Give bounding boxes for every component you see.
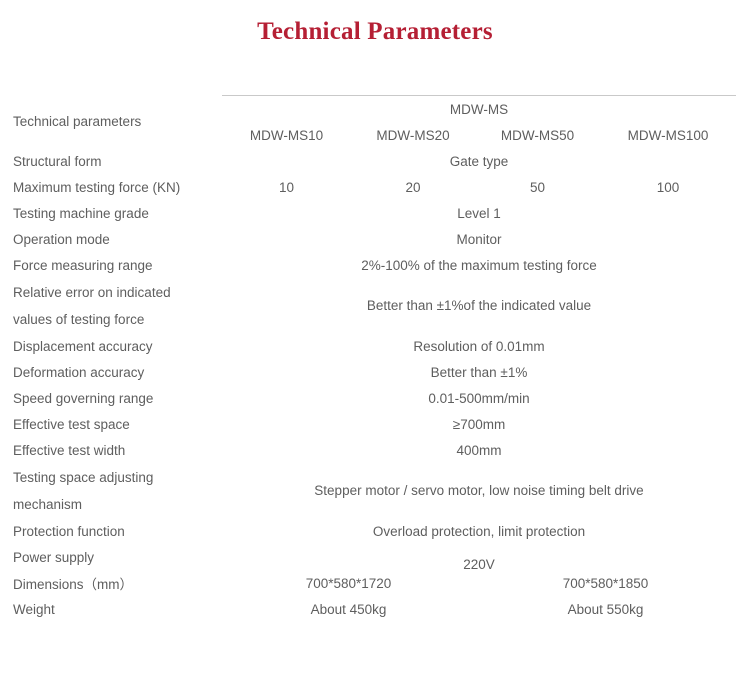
column-gap bbox=[209, 544, 222, 570]
table-row: Testing space adjusting mechanism Steppe… bbox=[13, 463, 736, 518]
column-gap bbox=[209, 411, 222, 437]
row-value-effective-test-width: 400mm bbox=[456, 442, 502, 458]
column-gap bbox=[209, 148, 222, 174]
row-value-deformation-accuracy: Better than ±1% bbox=[430, 364, 528, 380]
row-label-mechanism-line2: mechanism bbox=[13, 496, 83, 512]
column-gap bbox=[209, 174, 222, 200]
row-value-speed-governing-range: 0.01-500mm/min bbox=[428, 390, 530, 406]
row-label-force-measuring-range: Force measuring range bbox=[13, 257, 153, 273]
row-value-force-1: 10 bbox=[278, 179, 295, 195]
column-gap bbox=[209, 278, 222, 333]
table-header-series-row: Technical parameters MDW-MS bbox=[13, 95, 736, 129]
table-row: Force measuring range 2%-100% of the max… bbox=[13, 252, 736, 278]
column-gap bbox=[209, 226, 222, 252]
table-row: Protection function Overload protection,… bbox=[13, 518, 736, 544]
table-header-model-1: MDW-MS10 bbox=[249, 127, 324, 143]
row-label-power-supply: Power supply bbox=[13, 549, 95, 565]
row-value-dimensions-1: 700*580*1720 bbox=[305, 575, 392, 591]
column-gap bbox=[209, 570, 222, 596]
row-value-relative-error: Better than ±1%of the indicated value bbox=[366, 298, 592, 313]
row-value-force-4: 100 bbox=[656, 179, 680, 195]
row-value-dimensions-2: 700*580*1850 bbox=[562, 575, 649, 591]
table-row: Weight About 450kg About 550kg bbox=[13, 596, 736, 622]
row-label-mechanism-line1: Testing space adjusting bbox=[13, 469, 154, 485]
column-gap bbox=[209, 200, 222, 226]
column-gap bbox=[209, 385, 222, 411]
row-label-speed-governing-range: Speed governing range bbox=[13, 390, 154, 406]
column-gap bbox=[209, 96, 222, 149]
table-header-label: Technical parameters bbox=[13, 114, 142, 130]
row-label-effective-test-space: Effective test space bbox=[13, 416, 130, 432]
table-row: Structural form Gate type bbox=[13, 148, 736, 174]
row-value-effective-test-space: ≥700mm bbox=[452, 416, 506, 432]
table-row: Speed governing range 0.01-500mm/min bbox=[13, 385, 736, 411]
column-gap bbox=[209, 437, 222, 463]
row-value-force-measuring-range: 2%-100% of the maximum testing force bbox=[361, 257, 597, 273]
row-label-relative-error: Relative error on indicated values of te… bbox=[13, 278, 209, 333]
row-value-force-2: 20 bbox=[405, 179, 421, 195]
row-label-protection-function: Protection function bbox=[13, 523, 125, 539]
row-label-operation-mode: Operation mode bbox=[13, 231, 110, 247]
table-row: Effective test width 400mm bbox=[13, 437, 736, 463]
row-value-weight-1: About 450kg bbox=[310, 601, 387, 617]
row-label-displacement-accuracy: Displacement accuracy bbox=[13, 338, 153, 354]
row-value-displacement-accuracy: Resolution of 0.01mm bbox=[413, 338, 545, 354]
table-row: Dimensions（mm） 700*580*1720 700*580*1850 bbox=[13, 570, 736, 596]
table-header-model-2: MDW-MS20 bbox=[376, 127, 450, 143]
table-row: Maximum testing force (KN) 10 20 50 100 bbox=[13, 174, 736, 200]
row-label-deformation-accuracy: Deformation accuracy bbox=[13, 364, 145, 380]
column-gap bbox=[209, 252, 222, 278]
table-row: Testing machine grade Level 1 bbox=[13, 200, 736, 226]
column-gap bbox=[209, 596, 222, 622]
table-row: Deformation accuracy Better than ±1% bbox=[13, 359, 736, 385]
row-value-structural-form: Gate type bbox=[449, 153, 509, 169]
row-value-protection-function: Overload protection, limit protection bbox=[372, 523, 586, 539]
table-header-models-row: MDW-MS10 MDW-MS20 MDW-MS50 MDW-MS100 bbox=[13, 122, 736, 148]
table-row: Relative error on indicated values of te… bbox=[13, 278, 736, 333]
row-label-maximum-testing-force: Maximum testing force (KN) bbox=[13, 179, 181, 195]
row-label-dimensions: Dimensions（mm） bbox=[13, 577, 134, 592]
technical-parameters-table: Technical parameters MDW-MS MDW-MS10 MDW… bbox=[13, 95, 736, 622]
column-gap bbox=[209, 359, 222, 385]
table-header-series: MDW-MS bbox=[222, 95, 736, 122]
row-label-relative-error-line1: Relative error on indicated bbox=[13, 284, 171, 300]
row-label-structural-form: Structural form bbox=[13, 153, 102, 169]
row-label-testing-machine-grade: Testing machine grade bbox=[13, 205, 149, 221]
table-row: Displacement accuracy Resolution of 0.01… bbox=[13, 333, 736, 359]
row-value-operation-mode: Monitor bbox=[456, 231, 502, 247]
row-value-weight-2: About 550kg bbox=[567, 601, 644, 617]
table-header-model-4: MDW-MS100 bbox=[627, 127, 709, 143]
row-label-weight: Weight bbox=[13, 601, 55, 617]
row-label-testing-space-adjusting-mechanism: Testing space adjusting mechanism bbox=[13, 463, 209, 518]
row-value-power-supply-cell: 220V bbox=[222, 544, 736, 572]
table-row: Power supply 220V bbox=[13, 544, 736, 572]
column-gap bbox=[209, 333, 222, 359]
row-value-power-supply: 220V bbox=[463, 556, 495, 572]
row-label-effective-test-width: Effective test width bbox=[13, 442, 126, 458]
row-value-testing-space-adjusting-mechanism: Stepper motor / servo motor, low noise t… bbox=[314, 483, 644, 498]
page-title: Technical Parameters bbox=[257, 18, 493, 45]
table-header-model-3: MDW-MS50 bbox=[500, 127, 575, 143]
row-label-relative-error-line2: values of testing force bbox=[13, 311, 145, 327]
column-gap bbox=[209, 463, 222, 518]
table-row: Effective test space ≥700mm bbox=[13, 411, 736, 437]
row-value-force-3: 50 bbox=[529, 179, 546, 195]
column-gap bbox=[209, 518, 222, 544]
table-row: Operation mode Monitor bbox=[13, 226, 736, 252]
row-value-testing-machine-grade: Level 1 bbox=[457, 205, 501, 221]
